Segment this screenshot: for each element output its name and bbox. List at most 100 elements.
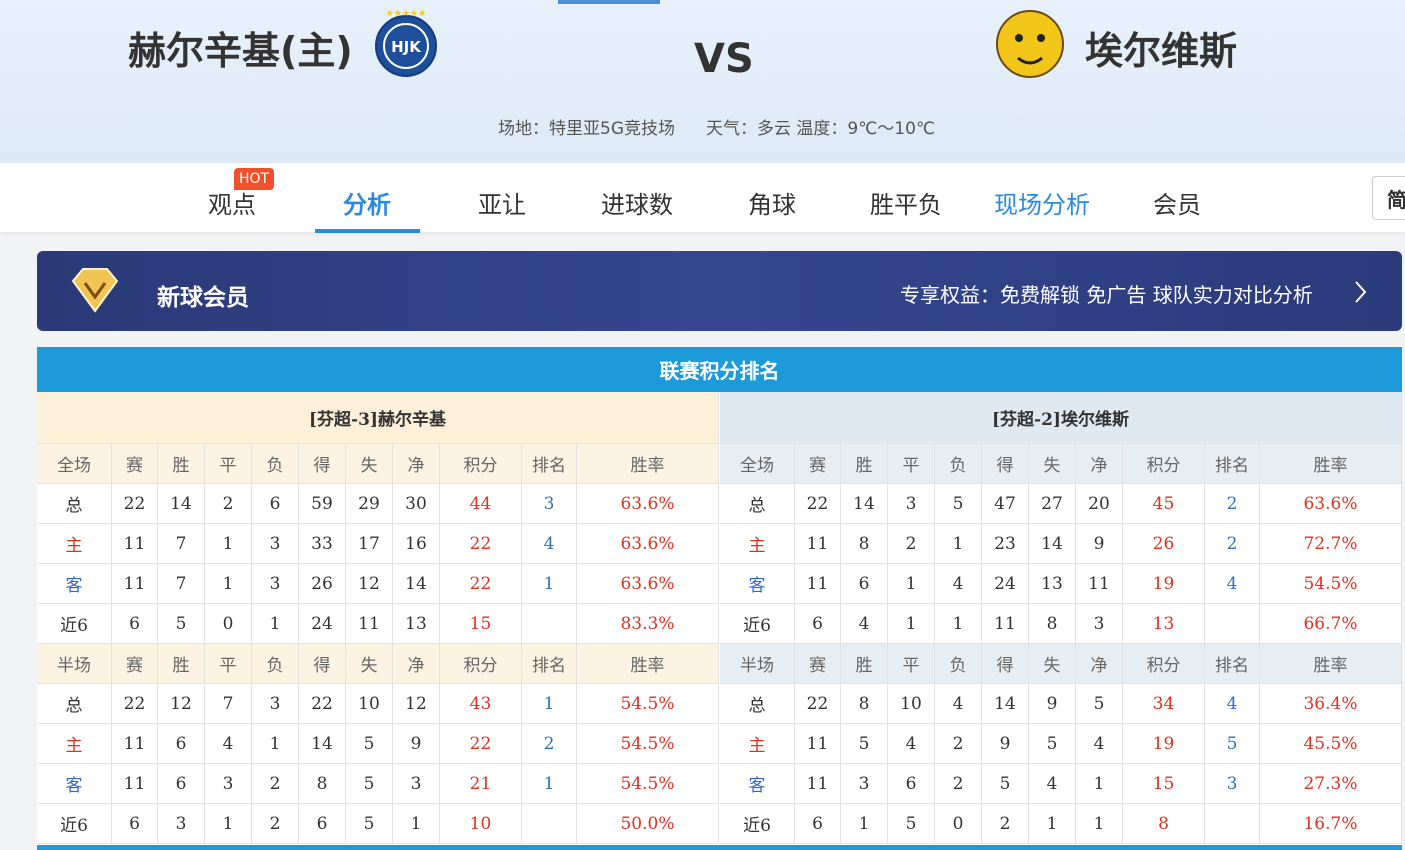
table-cell: 83.3% xyxy=(577,604,719,644)
column-header: 排名 xyxy=(1205,444,1260,484)
table-cell: 11 xyxy=(795,564,841,604)
table-cell: 63.6% xyxy=(577,524,719,564)
nav-tab[interactable]: 分析 xyxy=(343,191,391,219)
table-cell: 近6 xyxy=(37,804,112,844)
table-cell: 1 xyxy=(205,524,252,564)
column-header: 胜 xyxy=(841,444,888,484)
table-cell: 7 xyxy=(158,524,205,564)
table-cell: 26 xyxy=(299,564,346,604)
table-cell: 14 xyxy=(982,684,1029,724)
table-cell: 6 xyxy=(841,564,888,604)
table-cell: 14 xyxy=(158,484,205,524)
nav-tab[interactable]: 观点 xyxy=(208,191,256,219)
table-cell: 2 xyxy=(935,724,982,764)
column-header: 赛 xyxy=(795,644,841,684)
table-cell: 34 xyxy=(1123,684,1205,724)
table-cell: 2 xyxy=(252,764,299,804)
vs-label: VS xyxy=(694,36,754,82)
nav-tab[interactable]: 会员 xyxy=(1153,191,1201,219)
table-cell: 0 xyxy=(205,604,252,644)
table-cell: 14 xyxy=(393,564,440,604)
table-cell: 3 xyxy=(158,804,205,844)
table-bottom-border xyxy=(37,845,1402,850)
table-cell: 4 xyxy=(522,524,577,564)
nav-tab[interactable]: 胜平负 xyxy=(870,191,942,219)
nav-tab[interactable]: 角球 xyxy=(748,191,796,219)
table-cell: 5 xyxy=(935,484,982,524)
table-cell: 3 xyxy=(888,484,935,524)
table-cell: 5 xyxy=(1029,724,1076,764)
table-cell: 22 xyxy=(795,484,841,524)
table-cell: 13 xyxy=(393,604,440,644)
table-cell: 45.5% xyxy=(1260,724,1402,764)
table-cell: 22 xyxy=(440,524,522,564)
column-header: 赛 xyxy=(795,444,841,484)
table-cell: 2 xyxy=(522,724,577,764)
table-cell: 4 xyxy=(1205,564,1260,604)
column-header: 平 xyxy=(205,644,252,684)
table-cell: 近6 xyxy=(37,604,112,644)
table-cell: 4 xyxy=(1205,684,1260,724)
table-cell: 1 xyxy=(205,804,252,844)
table-cell: 2 xyxy=(1205,524,1260,564)
table-cell: 6 xyxy=(795,804,841,844)
svg-text:HJK: HJK xyxy=(391,38,422,56)
table-cell: 30 xyxy=(393,484,440,524)
column-header: 负 xyxy=(935,444,982,484)
vip-banner[interactable]: 新球会员 专享权益：免费解锁 免广告 球队实力对比分析 xyxy=(37,251,1402,331)
table-cell: 11 xyxy=(1076,564,1123,604)
table-cell: 54.5% xyxy=(1260,564,1402,604)
table-cell: 2 xyxy=(205,484,252,524)
table-cell: 2 xyxy=(935,764,982,804)
table-cell: 54.5% xyxy=(577,684,719,724)
table-cell: 54.5% xyxy=(577,764,719,804)
column-header: 负 xyxy=(252,644,299,684)
nav-tab[interactable]: 亚让 xyxy=(478,191,526,219)
table-cell: 11 xyxy=(112,724,158,764)
table-cell: 客 xyxy=(720,764,795,804)
table-cell: 15 xyxy=(1123,764,1205,804)
table-cell: 3 xyxy=(252,524,299,564)
column-header: 胜 xyxy=(158,444,205,484)
table-cell: 20 xyxy=(1076,484,1123,524)
table-cell: 44 xyxy=(440,484,522,524)
table-cell: 主 xyxy=(720,524,795,564)
table-cell: 4 xyxy=(935,684,982,724)
table-cell: 2 xyxy=(1205,484,1260,524)
language-switch[interactable]: 简 xyxy=(1372,176,1405,220)
column-header: 得 xyxy=(299,444,346,484)
table-cell: 9 xyxy=(982,724,1029,764)
table-cell: 3 xyxy=(252,684,299,724)
nav-tab[interactable]: 现场分析 xyxy=(994,191,1090,219)
table-cell: 14 xyxy=(1029,524,1076,564)
column-header: 排名 xyxy=(522,444,577,484)
table-cell: 12 xyxy=(346,564,393,604)
table-cell: 63.6% xyxy=(577,564,719,604)
table-cell: 7 xyxy=(158,564,205,604)
table-cell: 6 xyxy=(112,804,158,844)
column-header: 排名 xyxy=(522,644,577,684)
table-cell: 3 xyxy=(393,764,440,804)
column-header: 净 xyxy=(393,644,440,684)
table-cell: 11 xyxy=(112,764,158,804)
table-cell: 7 xyxy=(205,684,252,724)
table-cell: 11 xyxy=(112,564,158,604)
column-header: 积分 xyxy=(440,644,522,684)
nav-tab[interactable]: 进球数 xyxy=(601,191,673,219)
table-cell: 27.3% xyxy=(1260,764,1402,804)
column-header: 半场 xyxy=(720,644,795,684)
table-cell: 3 xyxy=(522,484,577,524)
table-cell xyxy=(1205,604,1260,644)
table-cell: 59 xyxy=(299,484,346,524)
column-header: 胜率 xyxy=(577,644,719,684)
table-cell: 6 xyxy=(888,764,935,804)
table-cell: 9 xyxy=(393,724,440,764)
column-header: 负 xyxy=(935,644,982,684)
column-header: 排名 xyxy=(1205,644,1260,684)
table-cell xyxy=(522,604,577,644)
table-cell: 4 xyxy=(935,564,982,604)
table-cell: 10 xyxy=(440,804,522,844)
table-cell: 1 xyxy=(1076,804,1123,844)
table-cell: 50.0% xyxy=(577,804,719,844)
table-cell: 11 xyxy=(112,524,158,564)
